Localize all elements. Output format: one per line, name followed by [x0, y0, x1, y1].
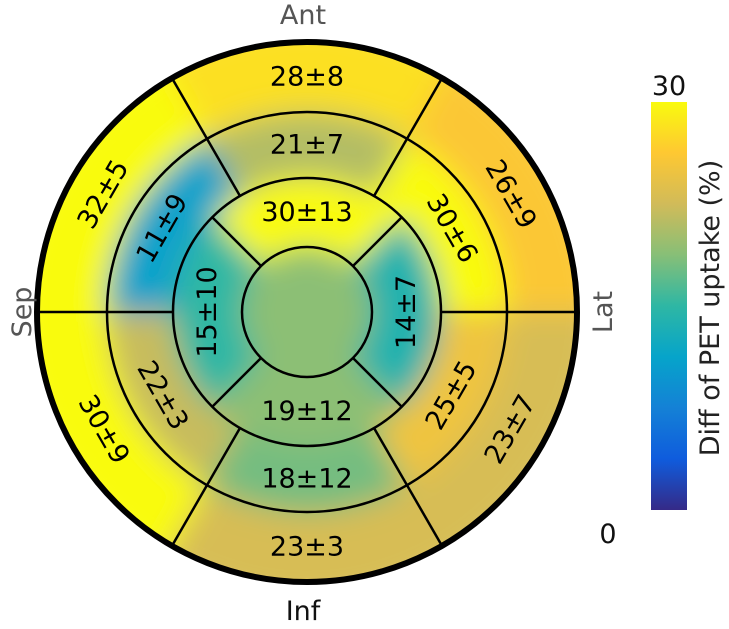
ring-outer	[34, 39, 580, 585]
radial-divider-apical-4	[352, 357, 403, 408]
ring-mid	[105, 110, 509, 514]
orientation-label-inferior: Inf	[286, 596, 322, 625]
segment-label-7: 21±7	[270, 130, 344, 161]
orientation-label-lateral: Lat	[588, 291, 619, 333]
radial-divider-apical-2	[211, 216, 262, 267]
radial-divider-outer-5	[372, 427, 444, 547]
colorbar: 30 0 Diff of PET uptake (%)	[599, 71, 726, 550]
colorbar-gradient	[651, 102, 687, 510]
colorbar-max-label: 30	[652, 71, 686, 102]
segment-fill-14	[173, 217, 262, 407]
segment-label-13: 30±13	[261, 197, 352, 228]
segment-label-1: 28±8	[270, 62, 344, 93]
radial-divider-apical-3	[211, 357, 262, 408]
orientation-label-anterior: Ant	[280, 0, 326, 31]
segment-fill-13	[212, 178, 402, 267]
segment-label-14: 15±10	[192, 266, 223, 357]
segment-fill-6	[407, 56, 577, 312]
segment-fill-3	[37, 312, 207, 568]
radial-divider-outer-1	[372, 77, 444, 197]
orientation-label-septal: Sep	[7, 287, 38, 338]
segment-label-10: 18±12	[261, 464, 352, 495]
colorbar-title: Diff of PET uptake (%)	[695, 160, 726, 456]
segment-fill-15	[212, 357, 402, 446]
segment-fill-11	[374, 312, 507, 486]
segment-fill-5	[407, 312, 577, 568]
segment-fill-16	[352, 217, 441, 407]
radial-divider-outer-4	[170, 427, 242, 547]
segment-fill-12	[374, 138, 507, 312]
segment-fill-9	[107, 312, 240, 486]
apex-fill	[242, 247, 372, 377]
segment-label-15: 19±12	[261, 396, 352, 427]
ring-apex	[240, 245, 374, 379]
segment-labels: 28±821±732±511±930±922±323±318±1223±725±…	[72, 62, 543, 563]
segment-label-4: 23±3	[270, 532, 344, 563]
segment-fill-8	[106, 138, 240, 312]
segment-fill-10	[207, 428, 407, 512]
segment-fill-7	[207, 112, 407, 196]
segment-fill-2	[37, 56, 207, 312]
radial-divider-apical-1	[352, 216, 403, 267]
colorbar-min-label: 0	[599, 519, 616, 550]
segment-label-16: 14±7	[391, 275, 422, 349]
radial-divider-outer-2	[170, 77, 242, 197]
segment-boundaries	[34, 39, 580, 585]
ring-apical	[171, 176, 443, 448]
